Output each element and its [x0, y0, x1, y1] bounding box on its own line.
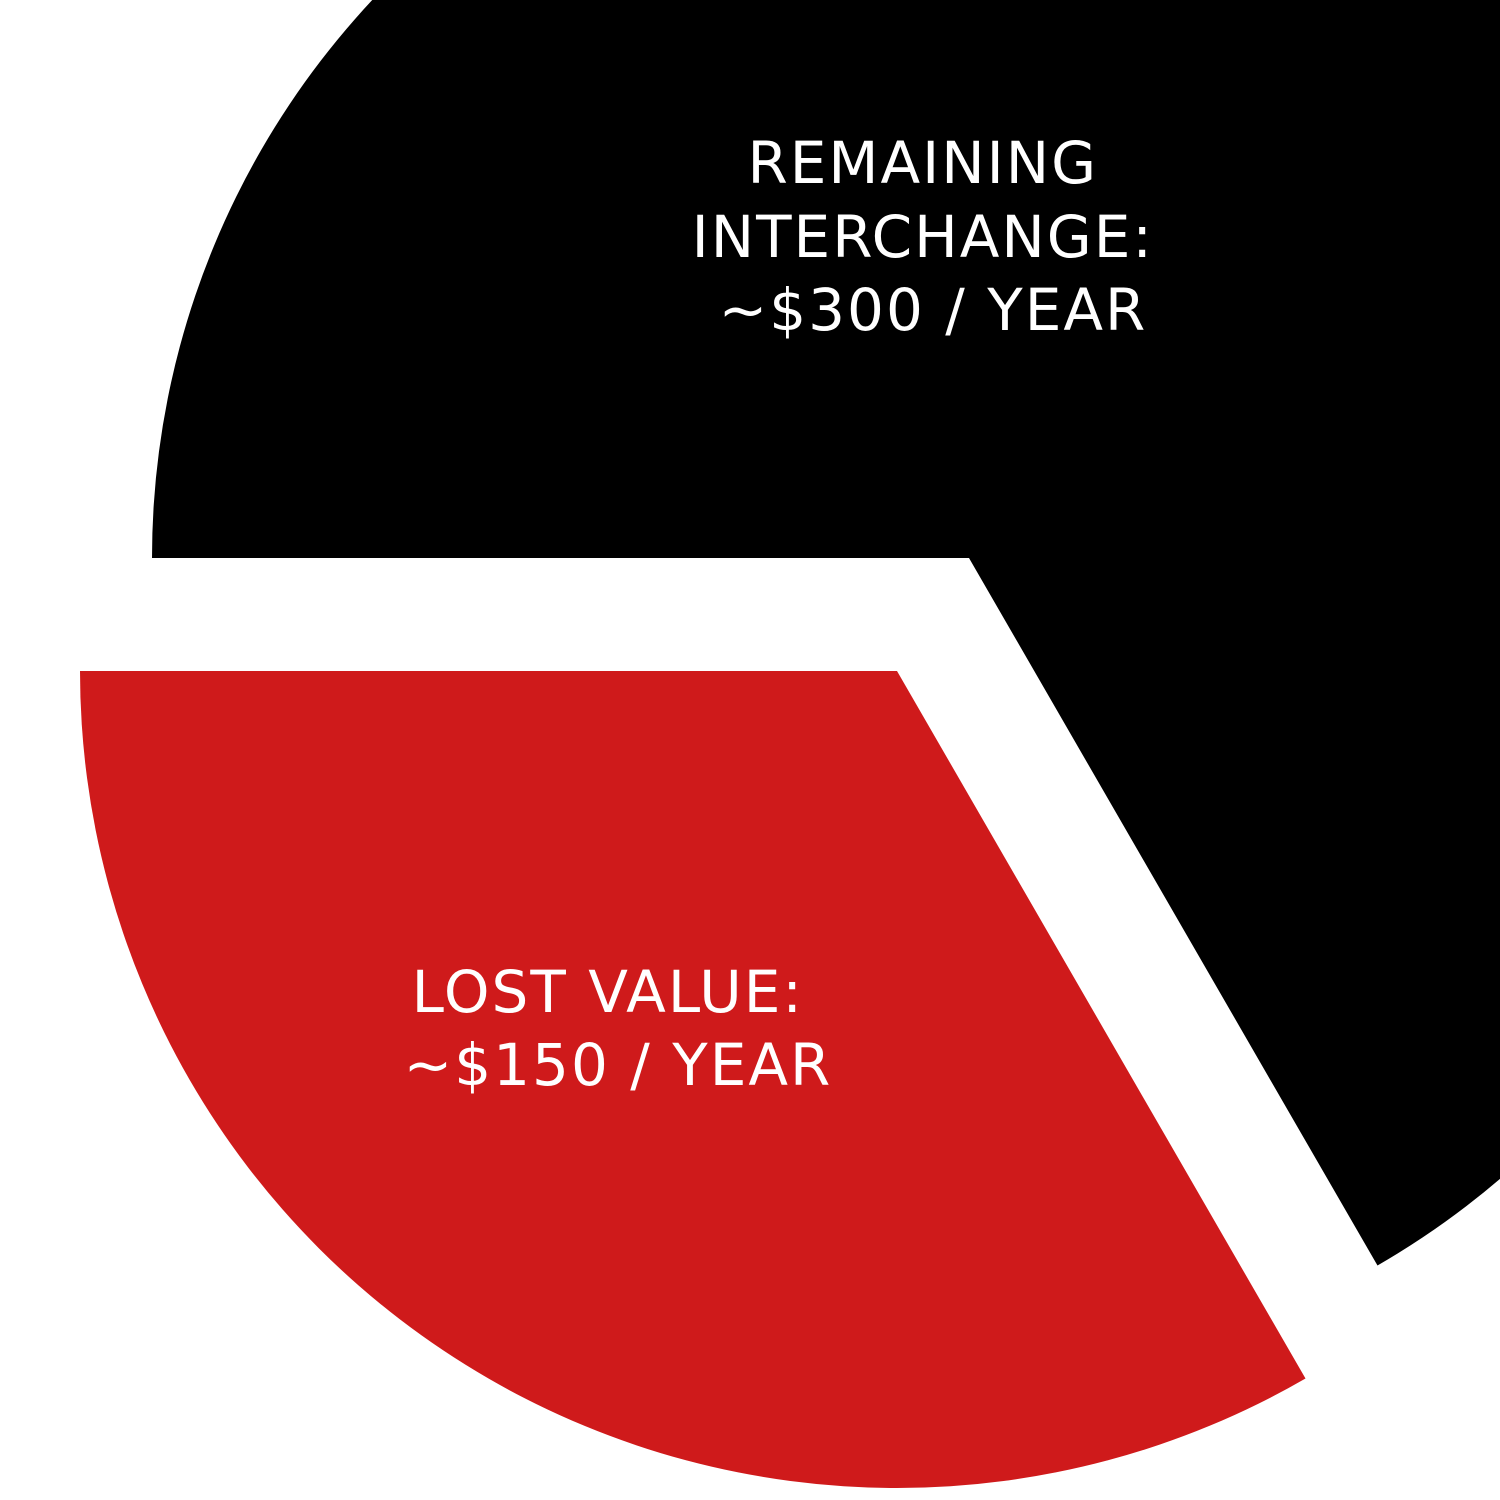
slice-label-line: ~$150 / YEAR: [404, 1031, 833, 1099]
slice-label-line: LOST VALUE:: [412, 958, 804, 1026]
slice-label-remaining-interchange: REMAINING INTERCHANGE: ~$300 / YEAR: [692, 129, 1175, 344]
slice-label-lost-value: LOST VALUE: ~$150 / YEAR: [404, 958, 833, 1099]
pie-slice-lost-value: [80, 671, 1306, 1488]
slice-label-line: REMAINING: [747, 129, 1098, 197]
pie-slice-remaining-interchange: [152, 0, 1500, 1266]
slice-label-line: INTERCHANGE:: [692, 203, 1154, 271]
slice-label-line: ~$300 / YEAR: [719, 276, 1148, 344]
